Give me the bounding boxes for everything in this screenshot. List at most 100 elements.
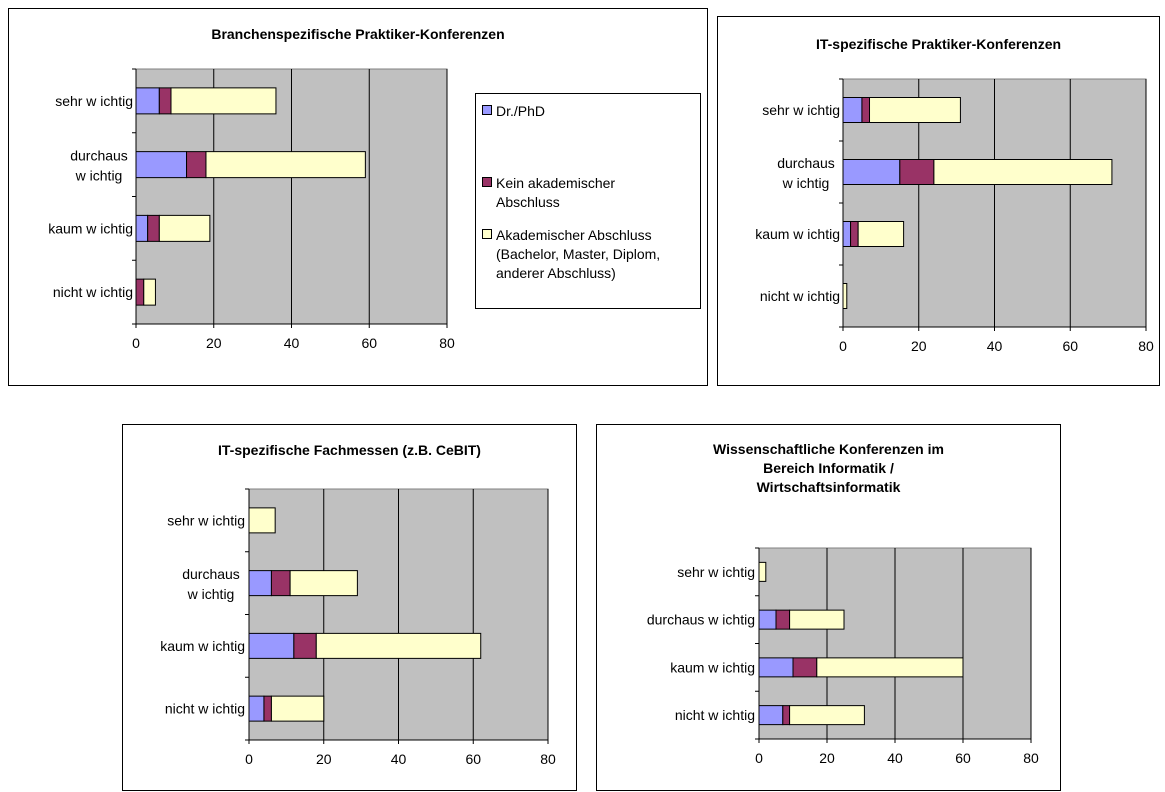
category-label: durchaus w ichtig — [70, 148, 128, 184]
x-tick-label: 20 — [316, 751, 332, 767]
bar-dr-phd — [135, 87, 160, 115]
bar-akademischer-abschluss-b — [170, 87, 277, 115]
category-label: nicht w ichtig — [675, 707, 755, 723]
x-tick-label: 80 — [1023, 750, 1039, 766]
legend-swatch-dr-phd — [482, 105, 492, 115]
bar-kein-akademischer-abschl — [861, 97, 871, 123]
bar-dr-phd — [758, 609, 777, 630]
x-tick-label: 0 — [839, 338, 847, 354]
bar-akademischer-abschluss-b — [289, 570, 358, 597]
chart-plot: 0 20 40 60 80 sehr w ichtig durchaus w ichtig ka… — [48, 68, 455, 351]
category-label: nicht w ichtig — [53, 284, 133, 300]
x-tick-label: 20 — [206, 335, 222, 351]
x-tick-label: 20 — [819, 750, 835, 766]
legend-label: Akademischer Abschluss (Bachelor, Master… — [496, 227, 661, 281]
bar-kein-akademischer-abschl — [158, 87, 172, 115]
legend-swatch-kein-abschluss — [482, 177, 492, 187]
category-label: kaum w ichtig — [160, 638, 245, 654]
legend-label: Dr./PhD — [496, 103, 546, 119]
category-label: nicht w ichtig — [165, 701, 245, 717]
bar-kein-akademischer-abschl — [135, 278, 145, 306]
chart-title-text: Branchenspezifische Praktiker-Konferenze… — [211, 26, 505, 42]
bar-akademischer-abschluss-b — [270, 695, 325, 722]
bar-akademischer-abschluss-b — [758, 561, 767, 582]
chart-legend: Dr./PhD Kein akademischer Abschluss Akad… — [475, 93, 701, 309]
chart-plot: 0 20 40 60 80 sehr w ichtig durchaus w ichtig ka… — [755, 78, 1154, 354]
bar-kein-akademischer-abschl — [782, 705, 791, 726]
x-tick-label: 0 — [132, 335, 140, 351]
bar-akademischer-abschluss-b — [933, 159, 1113, 185]
x-tick-label: 20 — [911, 338, 927, 354]
bar-akademischer-abschluss-b — [789, 609, 845, 630]
bar-akademischer-abschluss-b — [842, 283, 848, 309]
chart-plot: 0 20 40 60 80 sehr w ichtig durchaus w ichtig k… — [647, 547, 1039, 766]
chart-title: IT-spezifische Fachmessen (z.B. CeBIT) — [123, 441, 576, 460]
bar-dr-phd — [248, 570, 272, 597]
chart-title-text: IT-spezifische Praktiker-Konferenzen — [815, 36, 1062, 52]
legend-swatch-akademisch — [482, 229, 492, 239]
bar-dr-phd — [135, 214, 149, 242]
bar-kein-akademischer-abschl — [270, 570, 291, 597]
x-tick-label: 40 — [284, 335, 300, 351]
bar-kein-akademischer-abschl — [792, 657, 818, 678]
chart-title-line-1: Wissenschaftliche Konferenzen im — [713, 441, 944, 457]
x-tick-label: 80 — [439, 335, 455, 351]
category-label: kaum w ichtig — [755, 226, 840, 242]
bar-dr-phd — [842, 221, 852, 247]
bar-akademischer-abschluss-b — [205, 151, 366, 179]
category-label: sehr w ichtig — [55, 93, 133, 109]
category-label: sehr w ichtig — [167, 512, 245, 528]
bar-kein-akademischer-abschl — [263, 695, 272, 722]
x-tick-label: 60 — [955, 750, 971, 766]
category-label: durchaus w ichtig — [777, 155, 835, 191]
chart-title: Branchenspezifische Praktiker-Konferenze… — [9, 25, 707, 44]
x-tick-label: 60 — [465, 751, 481, 767]
x-tick-label: 60 — [361, 335, 377, 351]
category-label: sehr w ichtig — [762, 102, 840, 118]
chart-title-text: IT-spezifische Fachmessen (z.B. CeBIT) — [218, 442, 481, 458]
bar-kein-akademischer-abschl — [293, 632, 317, 659]
bar-kein-akademischer-abschl — [186, 151, 207, 179]
bar-akademischer-abschluss-b — [315, 632, 482, 659]
bar-akademischer-abschluss-b — [789, 705, 865, 726]
chart-title-line-2: Bereich Informatik / — [763, 460, 894, 476]
bar-kein-akademischer-abschl — [850, 221, 859, 247]
bar-dr-phd — [842, 159, 901, 185]
x-tick-label: 80 — [1138, 338, 1154, 354]
chart-title: Wissenschaftliche Konferenzen im Bereich… — [597, 440, 1060, 497]
x-tick-label: 0 — [245, 751, 253, 767]
bar-kein-akademischer-abschl — [899, 159, 935, 185]
chart-title-line-3: Wirtschaftsinformatik — [756, 479, 901, 495]
bar-dr-phd — [248, 632, 295, 659]
bar-kein-akademischer-abschl — [775, 609, 791, 630]
bar-dr-phd — [758, 657, 794, 678]
chart-panel-wissenschaftliche: Wissenschaftliche Konferenzen im Bereich… — [596, 424, 1061, 791]
x-tick-label: 60 — [1062, 338, 1078, 354]
category-label: nicht w ichtig — [760, 288, 840, 304]
x-tick-label: 80 — [540, 751, 556, 767]
chart-panel-branchenspezifische: Branchenspezifische Praktiker-Konferenze… — [8, 8, 708, 386]
bar-akademischer-abschluss-b — [857, 221, 905, 247]
bar-dr-phd — [758, 705, 784, 726]
category-label: durchaus w ichtig — [182, 566, 240, 602]
bar-akademischer-abschluss-b — [143, 278, 156, 306]
chart-panel-it-fachmessen: IT-spezifische Fachmessen (z.B. CeBIT) 0… — [122, 424, 577, 791]
category-label: sehr w ichtig — [677, 564, 755, 580]
bar-akademischer-abschluss-b — [816, 657, 964, 678]
x-tick-label: 40 — [391, 751, 407, 767]
bar-dr-phd — [842, 97, 863, 123]
bar-akademischer-abschluss-b — [248, 507, 276, 534]
bar-akademischer-abschluss-b — [158, 214, 211, 242]
chart-panel-it-praktiker: IT-spezifische Praktiker-Konferenzen 0 20… — [717, 16, 1160, 386]
x-tick-label: 40 — [887, 750, 903, 766]
x-tick-label: 40 — [987, 338, 1003, 354]
legend-label: Kein akademischer Abschluss — [496, 175, 616, 210]
chart-title: IT-spezifische Praktiker-Konferenzen — [718, 35, 1159, 54]
x-tick-label: 0 — [755, 750, 763, 766]
bar-kein-akademischer-abschl — [147, 214, 160, 242]
bar-akademischer-abschluss-b — [869, 97, 961, 123]
category-label: kaum w ichtig — [670, 659, 755, 675]
bar-dr-phd — [248, 695, 265, 722]
category-label: kaum w ichtig — [48, 220, 133, 236]
category-label: durchaus w ichtig — [647, 612, 755, 628]
